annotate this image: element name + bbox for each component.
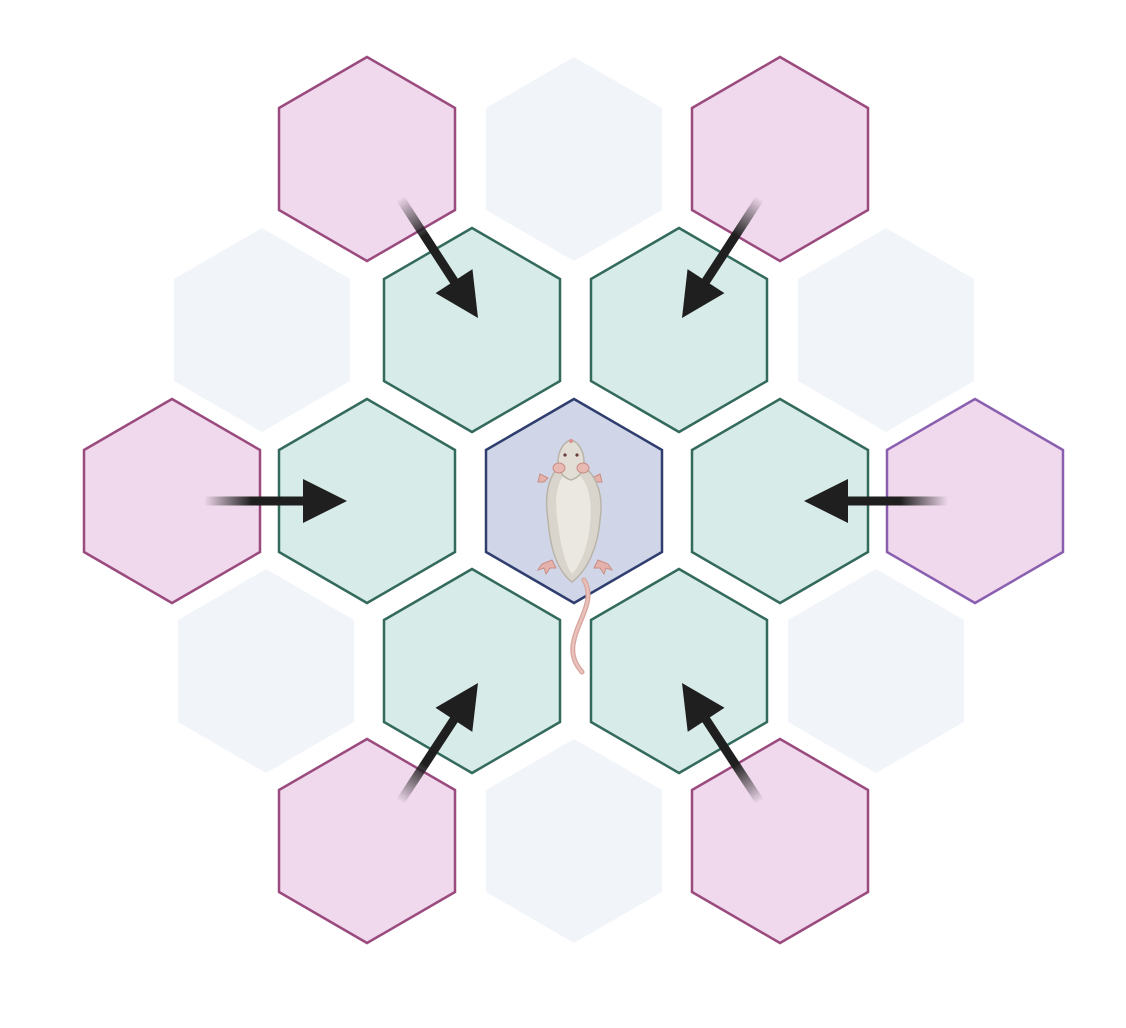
arrow-top-right-head [682,269,725,318]
hexagon-right-outer [885,397,1065,605]
arrow-left-arrow-icon [204,479,347,523]
hexagon-right-neighbor [690,397,870,605]
hexagon-lower-left-neighbor [382,567,562,775]
hexagon-layer [82,55,1065,945]
arrow-top-left-shaft [396,195,460,287]
hexagon-bottom-center-faint [486,739,662,943]
arrow-right-arrow-icon [804,479,948,523]
hexagon-bottom-right-outer [690,737,870,945]
arrow-top-left-head [435,269,478,318]
arrow-bottom-left-head [435,683,478,732]
hexagon-left-outer [82,397,262,605]
arrow-top-left-arrow-icon [396,195,478,318]
hexagon-upper-left-neighbor [382,226,562,434]
hexagon-lower-right-faint [788,569,964,773]
hexagon-upper-right-faint [798,228,974,432]
arrow-bottom-right-arrow-icon [682,683,764,805]
hexagon-upper-left-faint [174,228,350,432]
arrow-top-right-shaft [700,195,764,287]
hexagon-lower-right-neighbor [589,567,769,775]
rat-icon [536,439,614,675]
hexagon-upper-right-neighbor [589,226,769,434]
hexagon-bottom-left-outer [277,737,457,945]
hexagon-top-left-outer [277,55,457,263]
arrow-bottom-right-shaft [700,713,764,805]
hexagon-top-center-faint [486,57,662,261]
arrow-right-head [804,479,848,523]
hexagon-left-neighbor [277,397,457,605]
arrow-bottom-left-arrow-icon [396,683,478,805]
arrow-top-right-arrow-icon [682,195,764,318]
arrow-left-head [303,479,347,523]
arrow-bottom-right-head [682,683,725,732]
arrow-bottom-left-shaft [396,713,460,805]
hexagon-top-right-outer [690,55,870,263]
arrow-layer [204,195,948,805]
hexagon-lower-left-faint [178,569,354,773]
